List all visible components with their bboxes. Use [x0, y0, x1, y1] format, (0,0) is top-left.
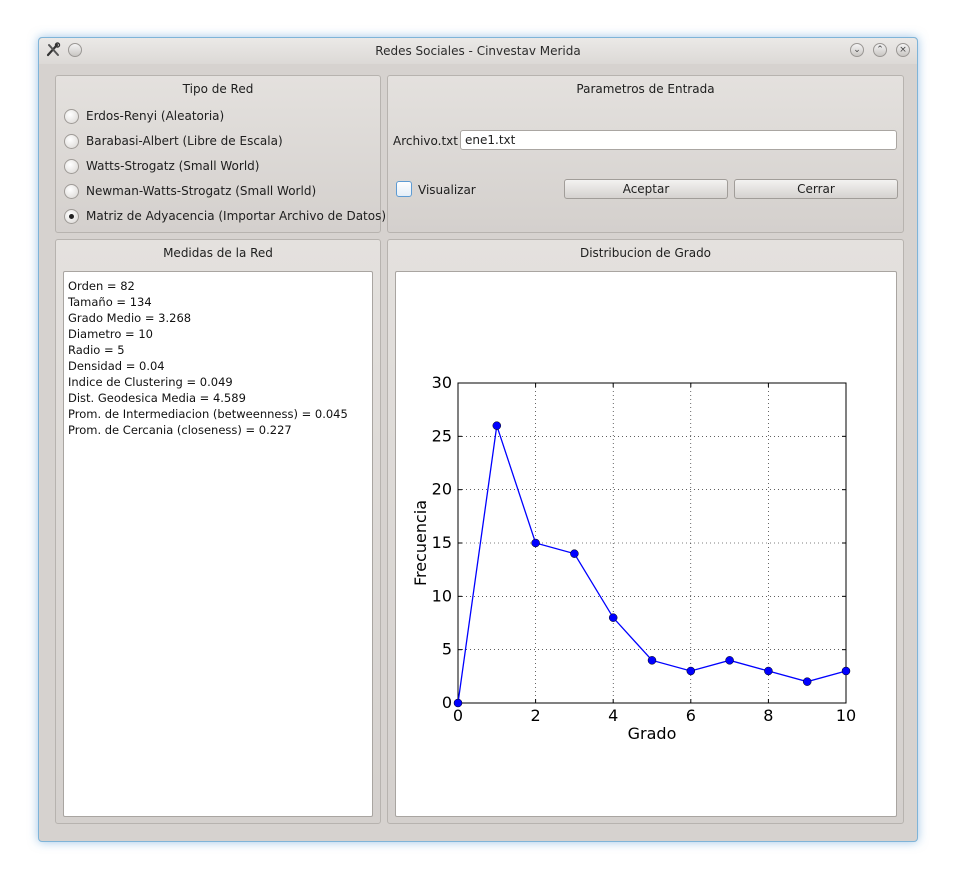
data-point	[492, 421, 502, 430]
distribution-panel: Distribucion de Grado 0 2 4 6 8 10 0 5 10 15 20 25 3…	[387, 239, 904, 824]
visualize-label: Visualizar	[418, 183, 476, 197]
radio-button[interactable]	[64, 158, 79, 174]
distribution-title: Distribucion de Grado	[579, 246, 712, 260]
title-bar[interactable]: Redes Sociales - Cinvestav Merida ⌄ ⌃ ×	[39, 38, 917, 64]
y-tick-label: 10	[432, 586, 452, 605]
minimize-icon[interactable]: ⌄	[850, 43, 864, 57]
x-axis-label: Grado	[628, 724, 677, 743]
metric-line: Grado Medio = 3.268	[68, 311, 192, 325]
radio-label: Matriz de Adyacencia (Importar Archivo d…	[86, 209, 387, 223]
x-tick-label: 6	[686, 706, 696, 725]
y-tick-label: 30	[432, 373, 452, 392]
y-tick-label: 25	[432, 426, 452, 445]
input-params-panel: Parametros de Entrada Archivo.txt ene1.t…	[387, 75, 904, 233]
x-tick-label: 8	[763, 706, 773, 725]
data-point	[725, 656, 734, 665]
measures-panel: Medidas de la Red Orden = 82 Tamaño = 13…	[55, 239, 381, 824]
radio-label: Watts-Strogatz (Small World)	[86, 159, 260, 173]
close-button[interactable]: Cerrar	[734, 179, 898, 199]
network-type-title: Tipo de Red	[182, 82, 254, 96]
metric-line: Indice de Clustering = 0.049	[68, 375, 233, 389]
visualize-checkbox[interactable]	[396, 181, 412, 197]
radio-label: Newman-Watts-Strogatz (Small World)	[86, 184, 317, 198]
x-tick-label: 4	[608, 706, 618, 725]
measures-text-area[interactable]: Orden = 82 Tamaño = 134 Grado Medio = 3.…	[63, 271, 373, 817]
window-menu-icon[interactable]	[68, 43, 82, 57]
radio-button[interactable]	[64, 133, 79, 149]
measures-title: Medidas de la Red	[163, 246, 273, 260]
radio-barabasi-albert[interactable]: Barabasi-Albert (Libre de Escala)	[64, 131, 283, 151]
metric-line: Diametro = 10	[68, 327, 153, 341]
data-point	[647, 656, 657, 665]
data-point	[531, 538, 540, 548]
x-tick-label: 10	[836, 706, 856, 725]
metric-line: Dist. Geodesica Media = 4.589	[68, 391, 246, 405]
data-point	[802, 677, 812, 686]
window-title: Redes Sociales - Cinvestav Merida	[375, 44, 581, 58]
y-tick-label: 20	[432, 480, 452, 499]
radio-newman-watts-strogatz[interactable]: Newman-Watts-Strogatz (Small World)	[64, 181, 316, 201]
radio-adjacency-matrix[interactable]: Matriz de Adyacencia (Importar Archivo d…	[64, 206, 386, 226]
accept-button[interactable]: Aceptar	[564, 179, 728, 199]
metric-line: Prom. de Intermediacion (betweenness) = …	[68, 407, 348, 421]
metric-line: Tamaño = 134	[68, 295, 152, 309]
data-point	[841, 666, 851, 676]
data-point	[453, 698, 463, 708]
plot-canvas: 0 2 4 6 8 10 0 5 10 15 20 25 30 Grado Frecuencia	[395, 271, 897, 817]
y-axis-label: Frecuencia	[411, 500, 430, 586]
y-tick-label: 15	[432, 533, 452, 552]
network-type-panel: Tipo de Red Erdos-Renyi (Aleatoria) Bara…	[55, 75, 386, 233]
tools-icon[interactable]	[45, 42, 61, 58]
degree-distribution-chart: 0 2 4 6 8 10 0 5 10 15 20 25 30 Grado Frecuencia	[411, 373, 856, 743]
radio-erdos-renyi[interactable]: Erdos-Renyi (Aleatoria)	[64, 106, 224, 126]
maximize-icon[interactable]: ⌃	[873, 43, 887, 57]
data-point	[608, 613, 618, 622]
data-point	[570, 549, 579, 558]
radio-label: Barabasi-Albert (Libre de Escala)	[86, 134, 283, 148]
y-tick-label: 5	[442, 640, 452, 659]
file-input[interactable]: ene1.txt	[460, 130, 897, 150]
input-params-title: Parametros de Entrada	[576, 82, 715, 96]
y-tick-label: 0	[442, 693, 452, 712]
x-tick-label: 0	[453, 706, 463, 725]
metric-line: Densidad = 0.04	[68, 359, 165, 373]
data-point	[686, 666, 696, 676]
metric-line: Radio = 5	[68, 343, 125, 357]
radio-button[interactable]	[64, 108, 79, 124]
radio-watts-strogatz[interactable]: Watts-Strogatz (Small World)	[64, 156, 259, 176]
data-point	[764, 666, 773, 676]
file-label: Archivo.txt	[393, 134, 458, 148]
plot-frame	[457, 382, 847, 704]
radio-button-checked[interactable]	[64, 208, 79, 224]
metric-line: Prom. de Cercania (closeness) = 0.227	[68, 423, 292, 437]
close-icon[interactable]: ×	[896, 43, 910, 57]
metric-line: Orden = 82	[68, 279, 135, 293]
radio-button[interactable]	[64, 183, 79, 199]
x-tick-label: 2	[531, 706, 541, 725]
app-window: Redes Sociales - Cinvestav Merida ⌄ ⌃ × …	[38, 37, 918, 842]
radio-label: Erdos-Renyi (Aleatoria)	[86, 109, 225, 123]
